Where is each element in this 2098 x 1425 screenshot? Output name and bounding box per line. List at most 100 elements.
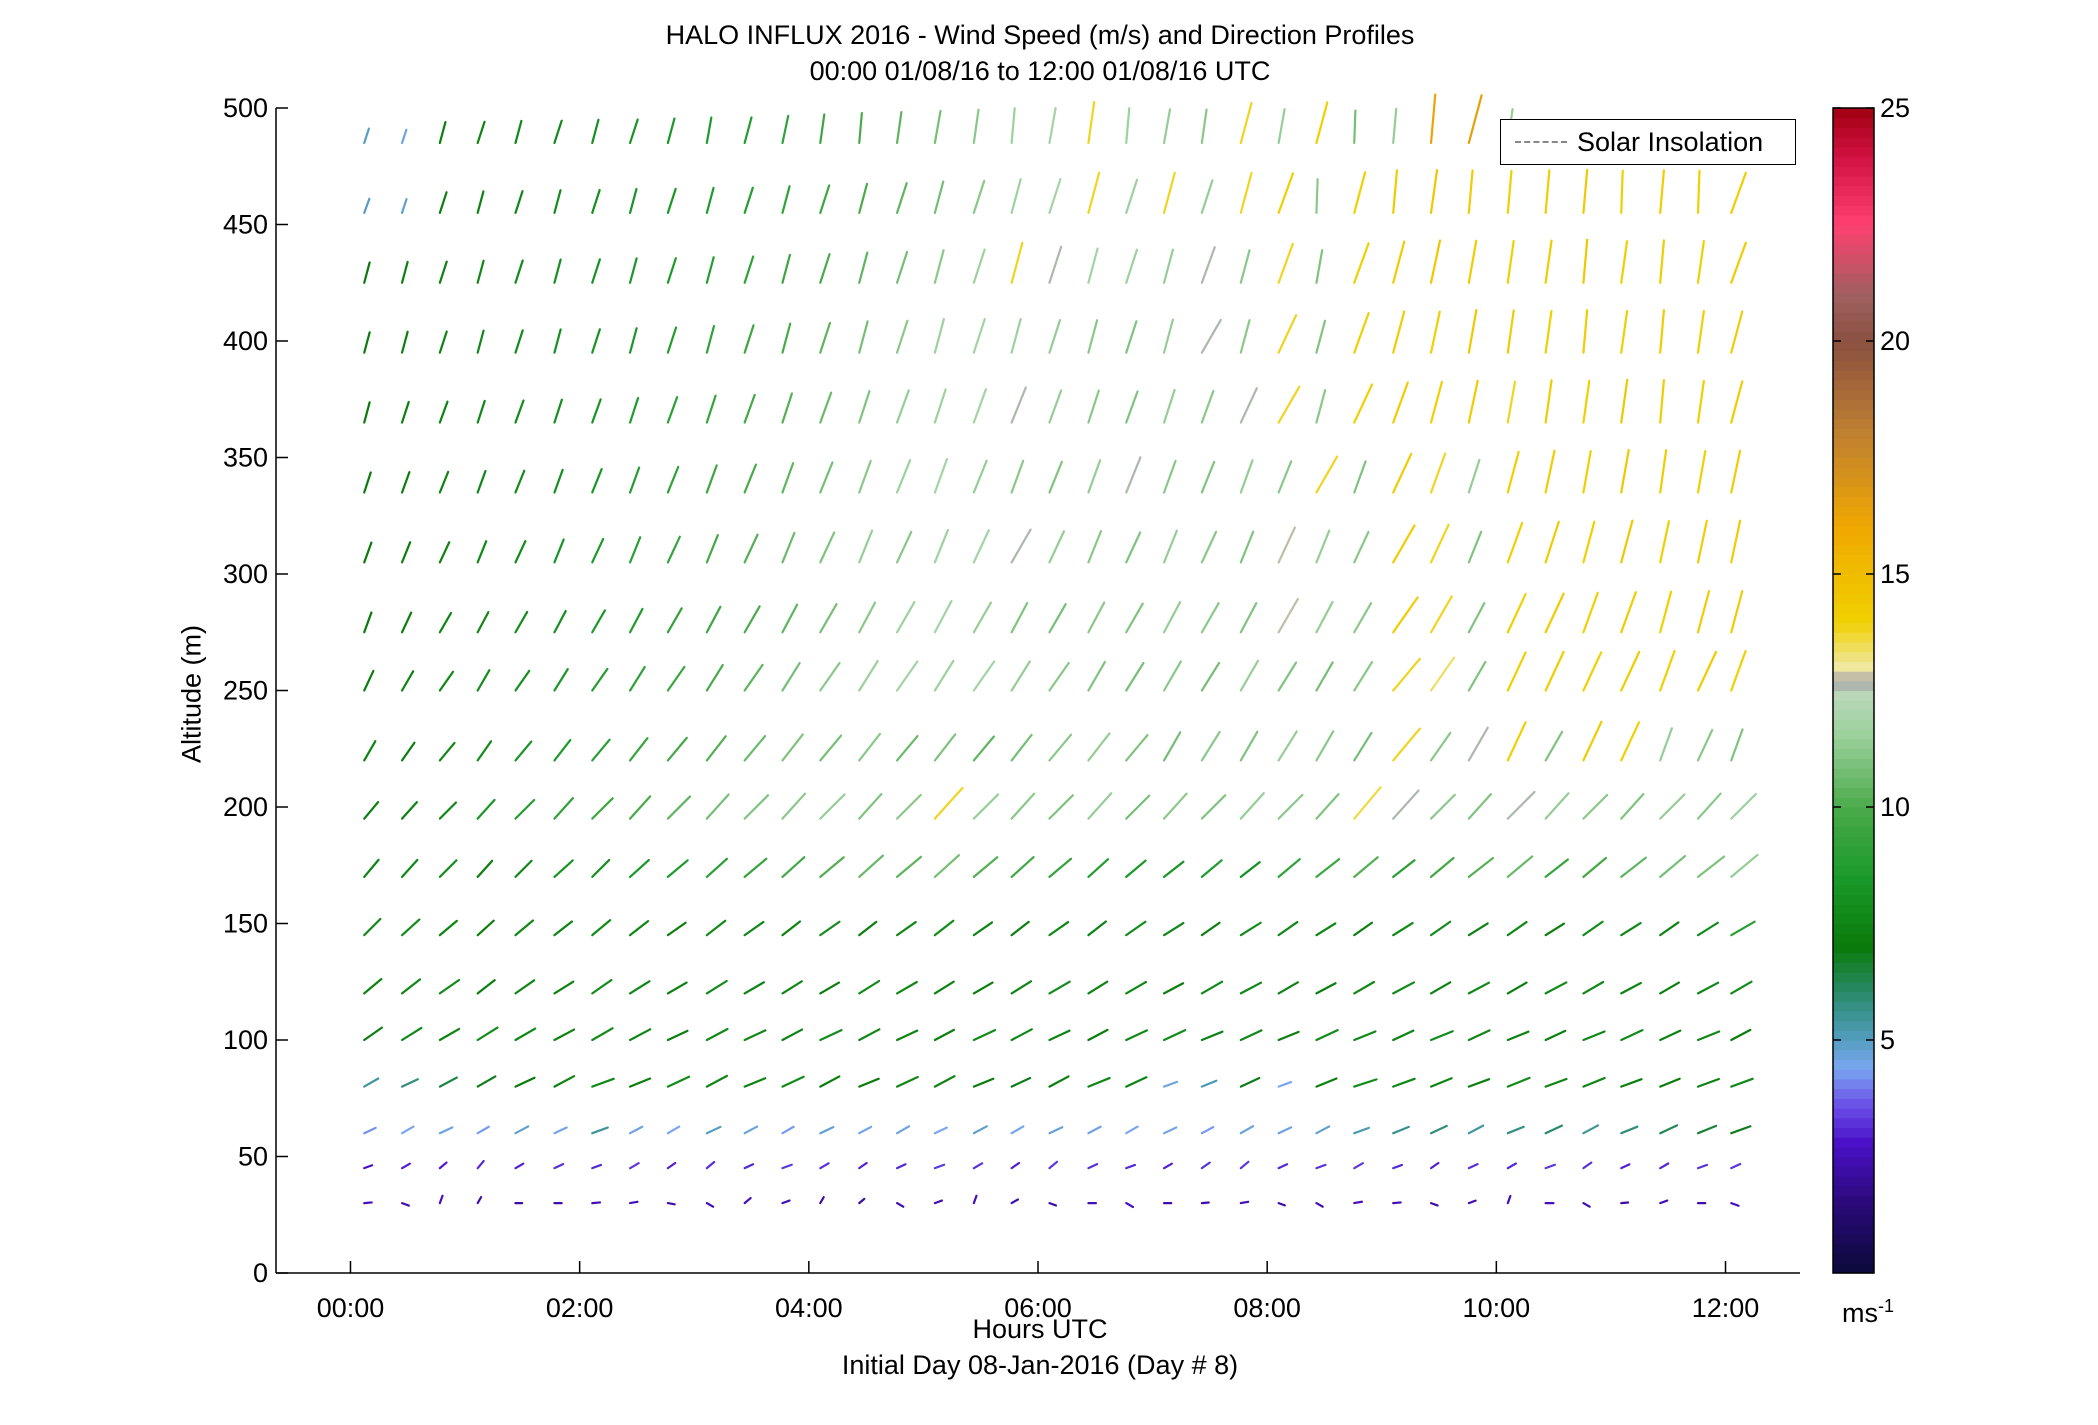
wind-arrow — [514, 119, 523, 145]
colorbar-cell — [1833, 719, 1874, 730]
colorbar-cell — [1833, 292, 1874, 303]
wind-arrow — [1620, 856, 1647, 879]
wind-arrow — [858, 793, 883, 820]
wind-arrow — [363, 1026, 384, 1042]
wind-arrow — [1277, 793, 1304, 820]
wind-arrow — [1467, 726, 1489, 762]
wind-arrow — [743, 186, 754, 214]
wind-arrow — [400, 128, 408, 145]
wind-arrow — [1696, 240, 1705, 284]
legend: Solar Insolation — [1500, 119, 1796, 165]
wind-arrow — [1239, 101, 1253, 145]
wind-arrow — [666, 326, 678, 354]
wind-arrow — [591, 919, 612, 937]
wind-arrow — [743, 1029, 767, 1042]
wind-arrow — [1353, 602, 1373, 634]
wind-arrow — [1467, 922, 1489, 937]
wind-arrow — [972, 1077, 995, 1088]
wind-arrow — [895, 1075, 919, 1088]
wind-arrow — [819, 184, 831, 214]
wind-arrow — [1429, 168, 1439, 214]
wind-arrow — [438, 801, 458, 820]
colorbar-cell — [1833, 360, 1874, 371]
wind-arrow — [476, 469, 487, 494]
y-tick-label: 350 — [223, 443, 268, 473]
wind-arrow — [400, 1162, 411, 1170]
colorbar-cell — [1833, 787, 1874, 798]
wind-arrow — [363, 801, 380, 820]
wind-arrow — [1239, 1076, 1261, 1088]
wind-arrow — [972, 459, 988, 494]
wind-arrow — [1659, 379, 1666, 424]
wind-arrow — [1620, 650, 1641, 692]
wind-arrow — [1239, 921, 1262, 937]
x-tick-label: 08:00 — [1233, 1293, 1301, 1323]
wind-arrow — [1239, 171, 1253, 214]
colorbar-cell — [1833, 641, 1874, 653]
wind-arrow — [363, 401, 371, 424]
wind-arrow — [628, 118, 639, 145]
wind-arrow — [1277, 1030, 1300, 1042]
wind-arrow — [1582, 1030, 1606, 1042]
wind-arrow — [591, 258, 601, 284]
wind-arrow — [1162, 1080, 1179, 1088]
wind-arrow — [1010, 317, 1022, 354]
wind-arrow — [1467, 856, 1495, 879]
colorbar-cell — [1833, 1107, 1874, 1119]
colorbar-cell — [1833, 1030, 1874, 1041]
wind-arrow — [1696, 1163, 1709, 1170]
wind-arrow — [1467, 660, 1487, 692]
colorbar-cell — [1833, 826, 1874, 837]
wind-arrow — [1506, 240, 1515, 284]
wind-arrow — [1582, 920, 1604, 937]
colorbar-unit: ms — [1842, 1298, 1878, 1328]
wind-arrow — [819, 253, 831, 284]
wind-arrow — [438, 611, 453, 634]
wind-arrow — [1620, 921, 1642, 937]
colorbar-cell — [1833, 408, 1874, 420]
wind-arrow — [363, 978, 383, 995]
wind-arrow — [1659, 1029, 1682, 1042]
wind-arrow — [1467, 1124, 1485, 1135]
colorbar-cell — [1833, 331, 1874, 342]
colorbar-cell — [1833, 1175, 1874, 1187]
colorbar-cell — [1833, 593, 1874, 604]
wind-arrow — [400, 978, 422, 995]
colorbar-cell — [1833, 1049, 1874, 1061]
colorbar-cell — [1833, 341, 1874, 352]
wind-arrow — [705, 857, 729, 879]
wind-arrow — [743, 981, 765, 995]
wind-arrow — [1544, 981, 1568, 995]
wind-arrow — [1467, 94, 1483, 145]
wind-arrow — [1544, 239, 1553, 284]
wind-arrow — [1467, 309, 1478, 354]
wind-arrow — [1315, 600, 1334, 634]
wind-arrow — [1162, 600, 1182, 634]
colorbar-cell — [1833, 273, 1874, 284]
colorbar-cell — [1833, 1069, 1874, 1080]
wind-arrow — [1506, 920, 1528, 937]
wind-arrow — [1506, 169, 1513, 214]
wind-arrow — [666, 1161, 677, 1170]
wind-arrow — [1353, 460, 1367, 494]
wind-arrow — [1696, 309, 1705, 354]
wind-arrow — [1315, 1201, 1324, 1208]
wind-arrow — [1620, 169, 1624, 214]
wind-arrow — [514, 469, 526, 494]
colorbar-cell — [1833, 651, 1874, 662]
wind-arrow — [1277, 858, 1301, 879]
colorbar-cell — [1833, 1166, 1874, 1177]
initial-day-label: Initial Day 08-Jan-2016 (Day # 8) — [841, 1350, 1239, 1380]
wind-arrow — [1467, 1029, 1491, 1042]
colorbar-cell — [1833, 583, 1874, 595]
wind-arrow — [628, 980, 651, 995]
wind-arrow — [1544, 520, 1560, 564]
wind-arrow — [1048, 1075, 1070, 1088]
wind-arrow — [781, 531, 796, 564]
wind-arrow — [1010, 1198, 1019, 1205]
wind-arrow — [1239, 1160, 1250, 1170]
wind-arrow — [1730, 853, 1759, 879]
colorbar-cell — [1833, 1205, 1874, 1216]
wind-arrow — [1239, 659, 1260, 692]
wind-arrow — [1277, 1126, 1293, 1135]
